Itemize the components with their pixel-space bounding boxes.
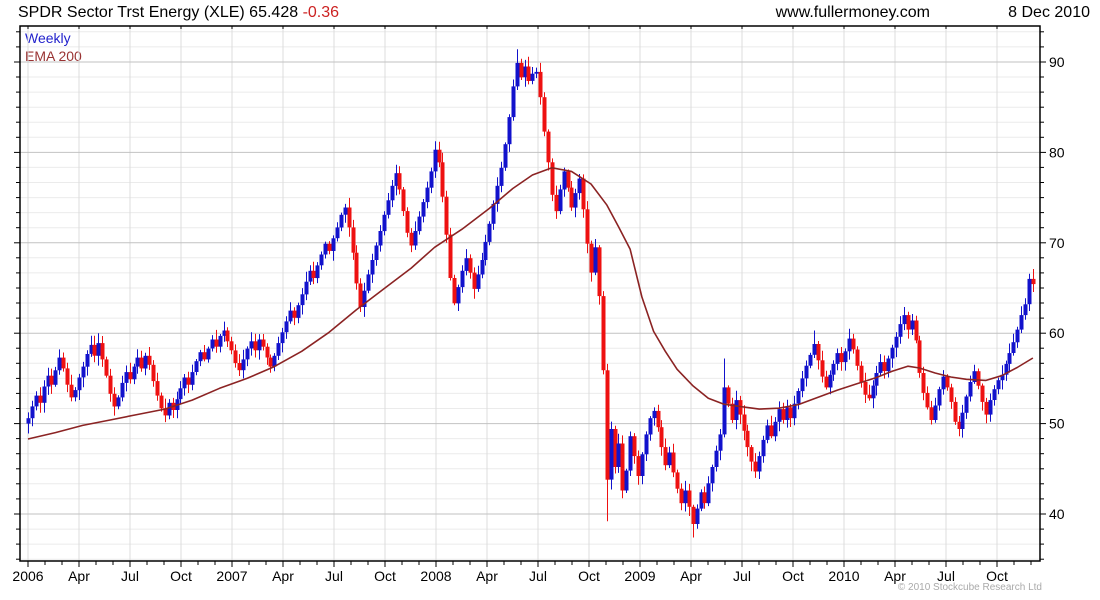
price-candles [26, 49, 1036, 538]
svg-text:Apr: Apr [680, 568, 702, 584]
svg-text:Apr: Apr [272, 568, 294, 584]
legend-weekly: Weekly [25, 30, 71, 46]
svg-text:Jul: Jul [733, 568, 751, 584]
ema-line [27, 167, 1034, 440]
price-change: -0.36 [302, 4, 340, 21]
svg-text:50: 50 [1049, 416, 1065, 432]
svg-text:2007: 2007 [216, 568, 247, 584]
svg-text:Oct: Oct [578, 568, 600, 584]
svg-text:Jul: Jul [121, 568, 139, 584]
svg-text:90: 90 [1049, 54, 1065, 70]
svg-text:Jul: Jul [325, 568, 343, 584]
svg-text:Oct: Oct [170, 568, 192, 584]
svg-text:Oct: Oct [782, 568, 804, 584]
svg-text:2008: 2008 [420, 568, 451, 584]
svg-text:Apr: Apr [884, 568, 906, 584]
svg-text:Oct: Oct [374, 568, 396, 584]
svg-text:2009: 2009 [624, 568, 655, 584]
svg-text:70: 70 [1049, 235, 1065, 251]
plot-border [19, 25, 1041, 562]
svg-text:Oct: Oct [986, 568, 1008, 584]
svg-text:80: 80 [1049, 144, 1065, 160]
svg-text:Apr: Apr [68, 568, 90, 584]
svg-text:2006: 2006 [12, 568, 43, 584]
svg-text:Jul: Jul [529, 568, 547, 584]
chart-title-text: SPDR Sector Trst Energy (XLE) 65.428 [18, 4, 299, 21]
svg-text:Apr: Apr [476, 568, 498, 584]
site-url: www.fullermoney.com [775, 4, 930, 21]
chart-title: SPDR Sector Trst Energy (XLE) 65.428 -0.… [18, 4, 339, 22]
grid: 40 50 60 70 80 90 2006 Apr Jul Oct 2007 Apr Jul Oct 20… [12, 26, 1065, 584]
svg-text:Jul: Jul [937, 568, 955, 584]
report-date: 8 Dec 2010 [1008, 4, 1090, 21]
svg-text:2010: 2010 [828, 568, 859, 584]
legend-ema: EMA 200 [25, 48, 82, 64]
svg-text:60: 60 [1049, 325, 1065, 341]
svg-text:40: 40 [1049, 506, 1065, 522]
chart-legend: Weekly EMA 200 [25, 29, 82, 65]
copyright-note: © 2010 Stockcube Research Ltd [897, 582, 1042, 593]
